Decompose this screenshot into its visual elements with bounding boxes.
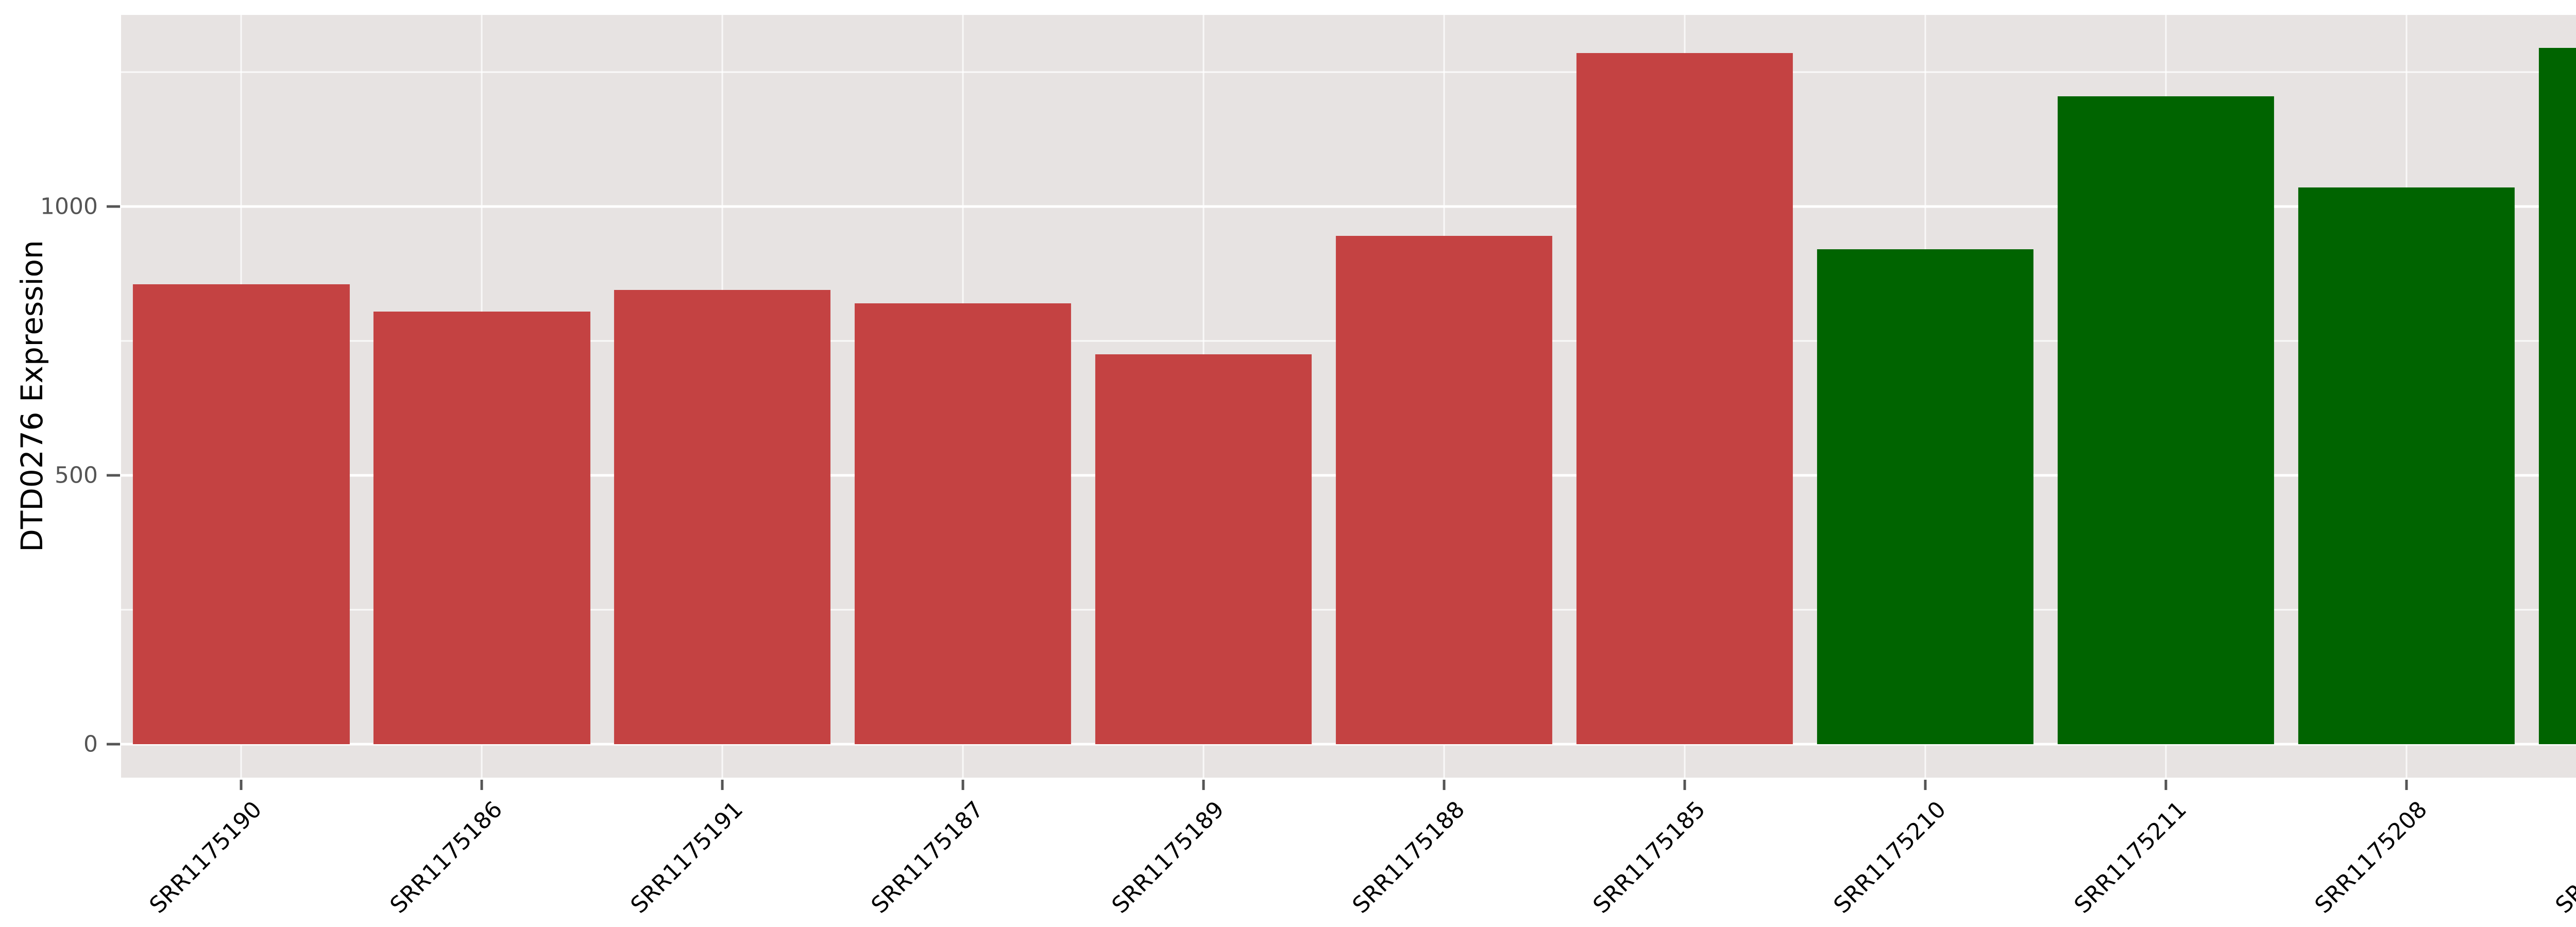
y-tick-label: 500 [55,462,98,489]
x-tick-label-SRR1175209: SRR1175209 [2550,796,2576,919]
x-tick-label-SRR1175208: SRR1175208 [2310,796,2432,919]
y-tick-label: 0 [83,731,98,758]
x-tick-label-SRR1175185: SRR1175185 [1588,796,1710,919]
y-axis: 0 500 1000 [0,15,121,778]
x-tick-label-SRR1175191: SRR1175191 [625,796,749,919]
x-tick-mark [240,780,243,790]
bar-SRR1175211 [2057,96,2274,745]
y-tick-mark [107,743,120,746]
x-tick-mark [2405,780,2408,790]
x-tick-mark [961,780,964,790]
x-tick-label-SRR1175210: SRR1175210 [1828,796,1951,919]
y-axis-label: DTD0276 Expression [14,240,49,552]
x-tick-label-SRR1175188: SRR1175188 [1347,796,1470,919]
bar-SRR1175186 [374,311,590,745]
bar-SRR1175188 [1335,236,1553,745]
bar-SRR1175208 [2298,187,2515,745]
x-tick-label-SRR1175186: SRR1175186 [385,796,508,919]
x-tick-mark [1443,780,1446,790]
x-axis: SRR1175190 SRR1175186 SRR1175191 SRR1175187… [121,778,2576,927]
bar-SRR1175190 [133,284,350,745]
x-tick-mark [721,780,724,790]
bar-SRR1175191 [614,289,831,745]
bar-SRR1175210 [1817,249,2033,745]
x-tick-mark [1683,780,1686,790]
y-tick-label: 1000 [40,193,98,220]
y-tick-mark [107,205,120,208]
y-tick-mark [107,474,120,477]
x-tick-mark [480,780,483,790]
x-tick-label-SRR1175211: SRR1175211 [2069,796,2192,919]
x-tick-mark [1924,780,1927,790]
plot-area [121,15,2576,778]
x-tick-label-SRR1175187: SRR1175187 [866,796,989,919]
x-tick-mark [2164,780,2167,790]
y-gridline-major [121,205,2576,208]
x-tick-label-SRR1175189: SRR1175189 [1107,796,1230,919]
x-tick-mark [1202,780,1205,790]
bar-SRR1175209 [2538,47,2576,745]
x-tick-label-SRR1175190: SRR1175190 [144,796,267,919]
y-gridline-minor [121,71,2576,73]
bar-SRR1175187 [855,303,1072,745]
bar-SRR1175189 [1095,354,1312,745]
bar-SRR1175185 [1576,53,1793,745]
